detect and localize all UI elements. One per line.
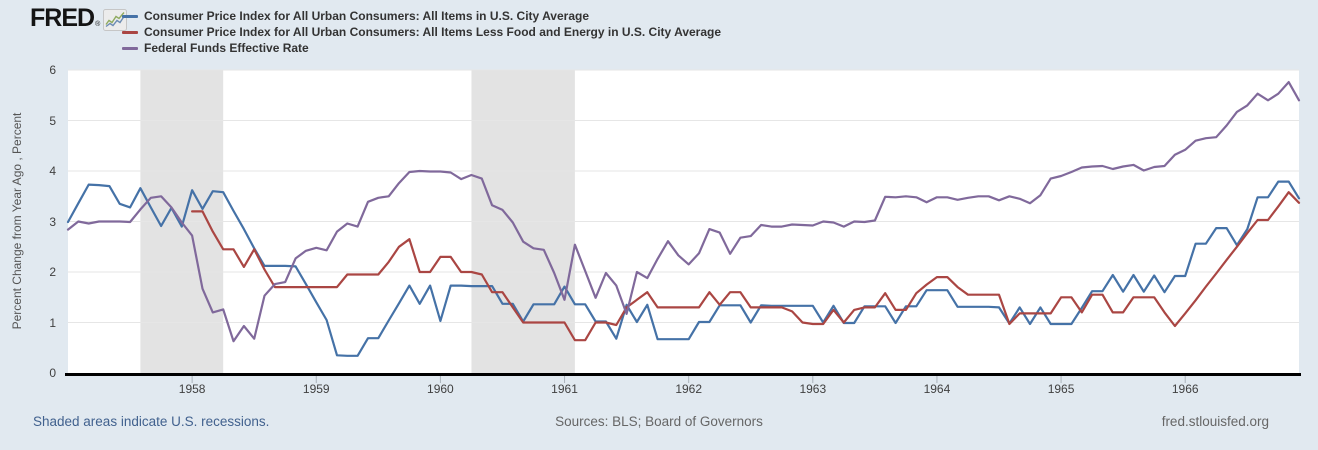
legend: Consumer Price Index for All Urban Consu…	[122, 10, 721, 58]
x-tick-label: 1959	[302, 382, 330, 396]
x-tick-label: 1961	[551, 382, 578, 396]
y-tick-label: 6	[49, 63, 56, 77]
fred-logo[interactable]: FRED ®	[30, 4, 128, 32]
x-tick-label: 1962	[675, 382, 703, 396]
legend-swatch-line	[122, 31, 138, 34]
y-tick-label: 4	[49, 164, 56, 178]
legend-label: Consumer Price Index for All Urban Consu…	[144, 9, 589, 23]
y-tick-label: 0	[49, 366, 56, 380]
sources-text: Sources: BLS; Board of Governors	[555, 414, 763, 429]
y-tick-label: 2	[49, 265, 56, 279]
x-tick-label: 1960	[427, 382, 454, 396]
chart-footer: Shaded areas indicate U.S. recessions. S…	[0, 414, 1318, 434]
fred-site-link[interactable]: fred.stlouisfed.org	[1161, 414, 1269, 429]
series-line-0	[66, 180, 1301, 357]
series-line-2	[66, 80, 1301, 343]
x-tick-label: 1965	[1047, 382, 1075, 396]
legend-label: Consumer Price Index for All Urban Consu…	[144, 25, 722, 39]
fred-logo-sparkline-icon	[103, 9, 128, 31]
x-tick-label: 1963	[799, 382, 827, 396]
recessions-note-link[interactable]: Shaded areas indicate U.S. recessions.	[33, 414, 270, 429]
series-line-1	[191, 191, 1301, 342]
fred-logo-text: FRED	[30, 4, 95, 32]
y-tick-label: 3	[49, 214, 56, 229]
x-tick-label: 1966	[1171, 382, 1199, 396]
x-tick-label: 1964	[923, 382, 951, 396]
legend-item-0[interactable]: Consumer Price Index for All Urban Consu…	[122, 10, 721, 23]
legend-item-1[interactable]: Consumer Price Index for All Urban Consu…	[122, 26, 721, 39]
legend-item-2[interactable]: Federal Funds Effective Rate	[122, 42, 721, 55]
y-tick-label: 5	[49, 113, 56, 128]
legend-label: Federal Funds Effective Rate	[144, 41, 309, 55]
y-tick-label: 1	[49, 315, 56, 330]
registered-mark: ®	[95, 21, 101, 28]
x-tick-label: 1958	[178, 382, 206, 396]
legend-swatch-line	[122, 15, 138, 18]
legend-swatch-line	[122, 47, 138, 50]
